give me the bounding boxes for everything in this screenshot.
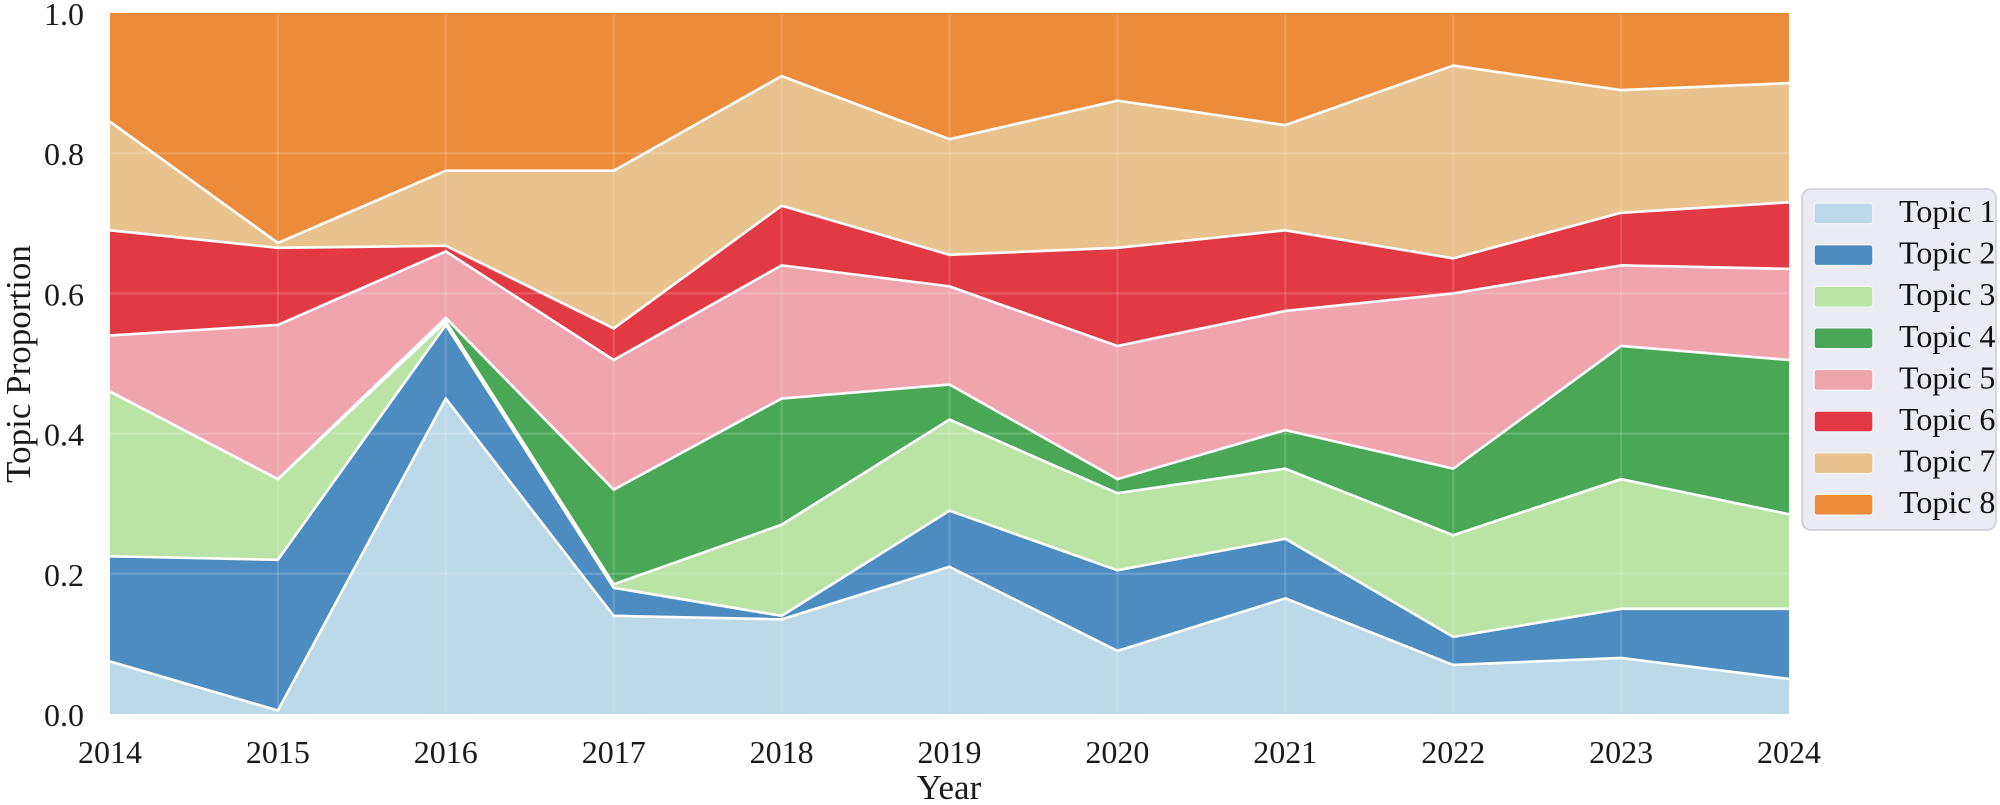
y-tick-label: 0.8: [44, 136, 84, 172]
legend-swatch: [1813, 243, 1874, 267]
x-tick-labels: 2014 2015 2016 2017 2018 2019 2020 2021 2022 2023…: [78, 734, 1821, 770]
area-topic-5: [110, 251, 1789, 490]
area-boundaries: [109, 64, 1790, 712]
band-boundary: [109, 64, 1790, 245]
y-axis-label: Topic Proportion: [0, 245, 38, 483]
y-tick-label: 0.2: [44, 557, 84, 593]
y-tick-label: 1.0: [44, 0, 84, 32]
x-tick-label: 2023: [1589, 734, 1653, 770]
legend-label: Topic 7: [1899, 443, 1995, 479]
y-tick-label: 0.4: [44, 417, 84, 453]
legend-swatch: [1813, 202, 1874, 225]
area-topic-1: [110, 398, 1789, 714]
area-topic-3: [110, 321, 1789, 637]
legend-swatch: [1813, 451, 1874, 475]
x-tick-label: 2015: [246, 734, 310, 770]
legend-swatch: [1813, 410, 1874, 433]
x-tick-label: 2017: [582, 734, 646, 770]
area-topic-6: [110, 202, 1789, 360]
x-tick-label: 2014: [78, 734, 142, 770]
legend-box: [1801, 188, 1997, 531]
band-boundary: [109, 200, 1790, 330]
area-topic-2: [110, 324, 1789, 711]
x-tick-label: 2018: [750, 734, 814, 770]
band-boundary: [109, 320, 1790, 586]
x-tick-label: 2022: [1421, 734, 1485, 770]
legend-label: Topic 6: [1899, 401, 1995, 437]
x-tick-label: 2019: [918, 734, 982, 770]
legend-swatch: [1813, 368, 1874, 392]
band-boundary: [109, 316, 1790, 491]
x-tick-label: 2016: [414, 734, 478, 770]
band-boundary: [109, 323, 1789, 639]
band-boundary: [109, 250, 1790, 362]
y-tick-labels: 0.0 0.2 0.4 0.6 0.8 1.0: [44, 0, 84, 733]
legend-label: Topic 4: [1899, 318, 1995, 354]
x-tick-label: 2024: [1757, 734, 1821, 770]
x-tick-label: 2021: [1253, 734, 1317, 770]
legend-label: Topic 1: [1899, 193, 1995, 229]
x-axis-label: Year: [917, 768, 982, 805]
x-tick-label: 2020: [1085, 734, 1149, 770]
area-topic-7: [110, 65, 1789, 329]
legend-label: Topic 8: [1899, 484, 1995, 520]
area-topic-8: [110, 13, 1789, 243]
band-boundary: [109, 397, 1790, 712]
legend: Topic 1 Topic 2 Topic 3 Topic 4 Topic 5 Topic…: [1801, 188, 1997, 531]
plot-areas: [110, 13, 1789, 714]
y-tick-label: 0.0: [44, 697, 84, 733]
y-tick-label: 0.6: [44, 276, 84, 312]
legend-swatch: [1813, 493, 1874, 516]
legend-label: Topic 3: [1899, 276, 1995, 312]
legend-label: Topic 2: [1899, 235, 1995, 271]
legend-label: Topic 5: [1899, 359, 1995, 395]
legend-swatch: [1813, 327, 1874, 350]
legend-swatch: [1813, 285, 1874, 308]
